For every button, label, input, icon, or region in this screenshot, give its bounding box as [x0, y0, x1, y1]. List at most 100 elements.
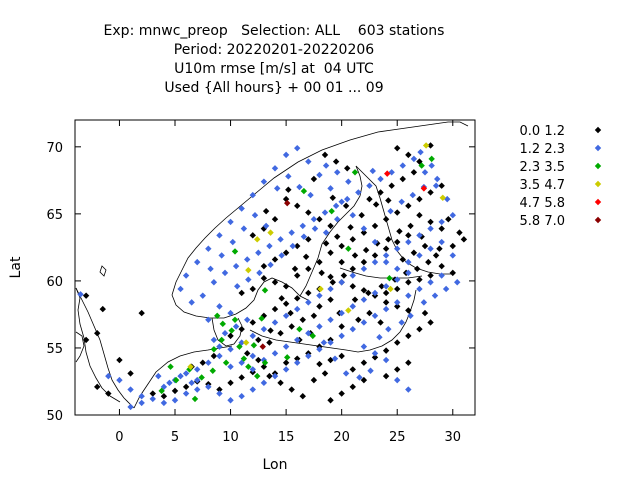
data-point [342, 202, 350, 210]
data-point [284, 354, 291, 361]
data-point [305, 209, 312, 216]
data-point [327, 249, 334, 256]
data-point [227, 397, 234, 404]
chart-subtitle-variable: U10m rmse [m/s] at 04 UTC [174, 61, 374, 77]
data-point [316, 292, 323, 299]
data-point [405, 307, 412, 314]
data-point [282, 312, 290, 319]
data-point [236, 343, 243, 350]
data-point [171, 387, 179, 395]
data-point [418, 162, 425, 169]
data-point [271, 279, 279, 286]
coastline-faroe [99, 265, 107, 277]
data-point [349, 265, 356, 273]
data-point [382, 283, 390, 290]
data-point [438, 238, 445, 246]
data-point [360, 229, 368, 236]
data-point [367, 367, 374, 374]
data-point [327, 273, 334, 281]
data-point [282, 300, 290, 307]
data-point [449, 252, 456, 259]
data-point [282, 366, 290, 373]
data-point [94, 330, 101, 337]
data-point [405, 279, 412, 286]
data-point [138, 393, 145, 400]
data-point [274, 185, 281, 192]
data-point [382, 347, 390, 354]
data-point [256, 269, 263, 277]
data-point [205, 316, 212, 323]
data-point [427, 189, 434, 196]
data-point [377, 319, 384, 326]
data-point [316, 346, 323, 353]
data-point [349, 325, 356, 333]
legend-marker [594, 216, 602, 224]
plot-border [74, 119, 476, 416]
data-point [227, 309, 234, 317]
data-point [271, 256, 279, 263]
data-point [249, 191, 256, 199]
data-point [322, 162, 330, 169]
data-point [251, 212, 259, 219]
data-point [349, 212, 356, 219]
data-point [394, 299, 401, 306]
data-point [219, 320, 226, 328]
data-point [394, 376, 401, 384]
data-point [294, 336, 301, 344]
data-point [216, 386, 223, 393]
data-point [222, 359, 230, 366]
data-point [369, 167, 376, 175]
data-point [410, 249, 418, 256]
legend-label: 4.7 5.8 [520, 196, 565, 211]
data-point [460, 236, 468, 243]
data-point [394, 144, 401, 152]
data-point [216, 232, 223, 239]
data-point [294, 144, 301, 152]
x-tick-label: 15 [278, 430, 295, 445]
data-point [294, 272, 301, 279]
data-point [382, 356, 390, 364]
data-point [296, 325, 303, 333]
data-point [372, 201, 380, 208]
data-point [438, 225, 445, 232]
data-point [384, 170, 391, 177]
data-point [371, 222, 379, 230]
data-point [116, 356, 123, 364]
data-point [260, 178, 268, 185]
data-point [351, 252, 359, 259]
data-point [387, 207, 394, 215]
data-point [194, 376, 201, 384]
data-point [407, 312, 414, 319]
data-point [271, 372, 279, 380]
data-point [382, 372, 390, 380]
data-point [82, 336, 90, 344]
data-point [382, 216, 390, 223]
data-point [405, 151, 412, 159]
data-point [167, 363, 174, 370]
data-point [394, 276, 401, 283]
data-point [216, 390, 223, 397]
data-point [258, 315, 265, 322]
data-point [209, 367, 216, 374]
data-point [432, 182, 440, 189]
data-point [271, 305, 279, 313]
data-point [344, 165, 351, 172]
data-point [307, 191, 314, 199]
data-point [238, 325, 245, 333]
data-point [260, 325, 268, 333]
data-point [310, 312, 318, 319]
data-point [227, 379, 234, 387]
data-point [261, 287, 269, 294]
coastline-background [75, 121, 469, 409]
data-point [288, 386, 295, 393]
data-point [255, 249, 262, 256]
data-point [371, 312, 379, 319]
data-point [267, 261, 274, 269]
legend-marker [594, 180, 602, 188]
data-point [271, 165, 279, 172]
data-point [394, 265, 401, 273]
data-point [238, 205, 245, 212]
data-point [227, 332, 234, 340]
data-point [271, 319, 279, 326]
data-point [305, 265, 312, 273]
